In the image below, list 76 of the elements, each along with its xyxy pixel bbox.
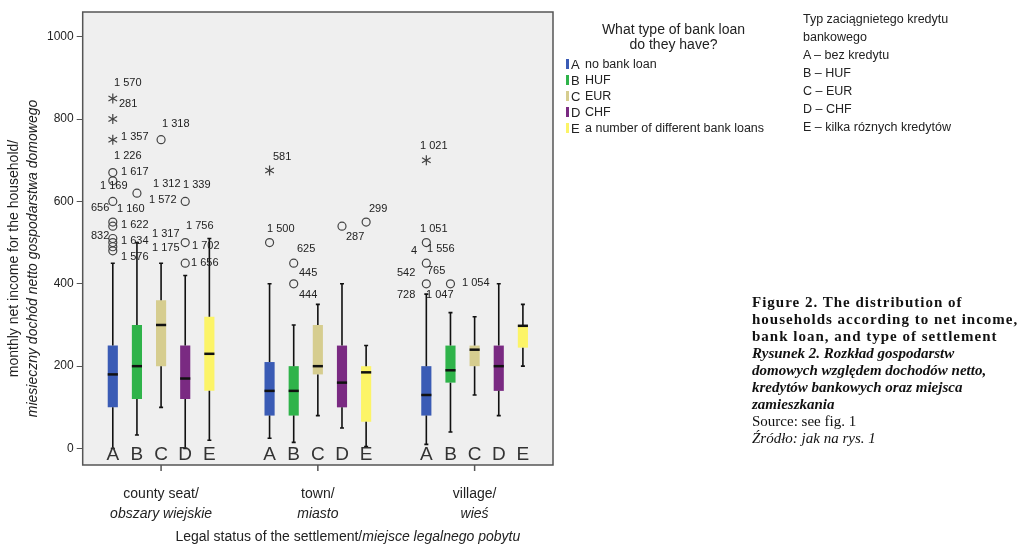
text: A [106,443,120,464]
annotation: 444 [299,288,318,301]
text: D [335,443,349,464]
annotation: 445 [299,266,318,279]
legend-label: D [571,105,582,120]
text: CHF [585,105,611,119]
annotation: 1 312 [153,177,181,190]
annotation: 1 570 [114,76,142,89]
legend-label: A [571,57,581,72]
annotation: 1 160 [117,202,145,215]
text: E [359,443,373,464]
annotation: 1 047 [426,288,454,301]
text: A [419,443,433,464]
annotation: 581 [273,150,292,163]
text: C [310,443,325,464]
text: D [491,443,506,464]
annotation: 656 [91,201,110,214]
caption: Figure 2. The distribution of households according to net income, bank loan, and type of settlement [752,294,1020,345]
annotation: 765 [427,264,446,277]
annotation: 1 169 [100,179,128,192]
annotation: 832 [91,229,110,242]
text: Źródło: jak na rys. 1 [752,430,877,447]
annotation: 1 175 [152,241,180,254]
legend-label: C [571,89,582,104]
y-tick-label: 1000 [46,29,75,44]
y-tick-label: 0 [67,440,75,455]
y-tick-label: 400 [53,276,75,291]
text: A [263,443,276,464]
x-axis-title: Legal status of the settlement/miejsce legalnego pobytu [175,528,521,544]
annotation: 1 021 [420,139,448,152]
annotation: 1 556 [427,242,455,255]
legend-label: E [571,121,581,136]
text: C [467,443,482,464]
annotation: 1 634 [121,234,149,247]
text: Typ zaciągnietego kredytu bankowego A – bez kredytu B – HUF C – EUR D – CHF E – kilka róznych kredytów [803,11,951,136]
text: HUF [585,73,611,87]
annotation: 1 226 [114,149,142,162]
annotation: 1 051 [420,222,448,235]
text: Rysunek 2. Rozkład gospodarstw domowych względem dochodów netto, kredytów bankowych oraz miejsca zamieszkania [752,345,988,413]
legend-label: B [571,73,581,88]
annotation: 625 [297,242,316,255]
annotation: 1 357 [121,130,149,143]
x-tick-label: town/ miasto [297,485,339,521]
text: E [516,443,530,464]
annotation: 1 617 [121,165,149,178]
y-tick-label: 600 [53,193,75,208]
annotation: 299 [369,202,388,215]
text: B [287,443,301,464]
annotation: 1 500 [267,222,295,235]
text: B [130,443,144,464]
annotation: 1 756 [186,219,214,232]
y-tick-label: 200 [53,358,75,373]
annotation: 728 [397,288,416,301]
text: a number of different bank loans [585,121,765,135]
legend-title: What type of bank loan do they have? [600,21,747,52]
text: no bank loan [585,57,657,71]
annotation: 1 054 [462,276,490,289]
annotation: 542 [397,266,416,279]
annotation: 281 [119,97,138,110]
text: C [154,443,168,464]
x-tick-label: county seat/ obszary wiejskie [110,485,213,521]
annotation: 1 339 [183,178,211,191]
text: D [178,443,193,464]
annotation: 4 [411,244,418,257]
source-note: Source: see fig. 1 [752,413,858,430]
annotation: 1 318 [162,117,190,130]
annotation: 1 572 [149,193,177,206]
x-tick-label: village/ wieś [452,485,497,521]
annotation: 287 [346,230,365,243]
y-tick-label: 800 [53,111,75,126]
text: EUR [585,89,612,103]
annotation: 1 317 [152,227,180,240]
text: B [444,443,457,464]
y-axis-title: monthly net income for the household/ miesieczny dochód netto gospodarstwa domowego [5,99,40,418]
text: E [203,443,216,464]
annotation: 1 622 [121,218,149,231]
